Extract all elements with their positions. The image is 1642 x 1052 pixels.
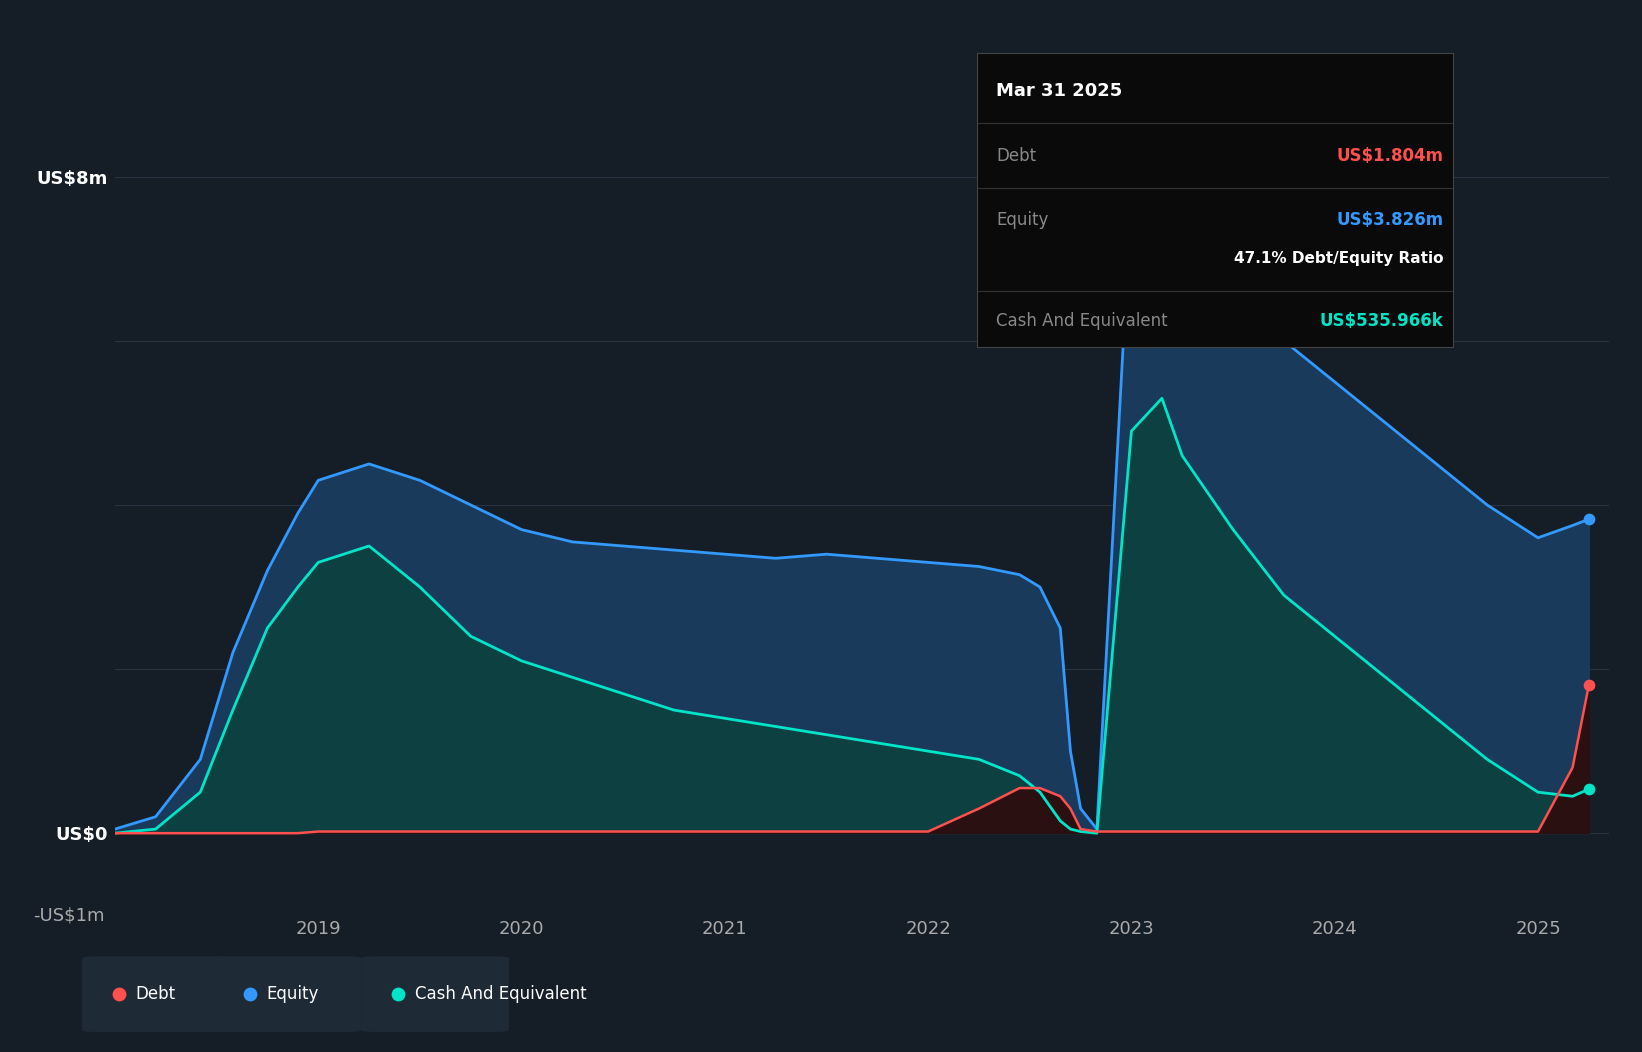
FancyBboxPatch shape [213, 956, 361, 1032]
Point [238, 986, 264, 1003]
Text: Debt: Debt [136, 985, 176, 1004]
Text: 47.1% Debt/Equity Ratio: 47.1% Debt/Equity Ratio [1235, 251, 1443, 266]
Point [1576, 511, 1603, 528]
Text: US$1.804m: US$1.804m [1337, 146, 1443, 165]
Point [386, 986, 412, 1003]
FancyBboxPatch shape [82, 956, 230, 1032]
Text: Mar 31 2025: Mar 31 2025 [997, 82, 1121, 100]
Point [1576, 781, 1603, 797]
Text: Debt: Debt [997, 146, 1036, 165]
Text: Cash And Equivalent: Cash And Equivalent [997, 311, 1167, 329]
Text: Equity: Equity [997, 211, 1048, 229]
Text: US$535.966k: US$535.966k [1320, 311, 1443, 329]
Text: Equity: Equity [266, 985, 319, 1004]
Text: Cash And Equivalent: Cash And Equivalent [415, 985, 586, 1004]
Point [105, 986, 133, 1003]
FancyBboxPatch shape [361, 956, 509, 1032]
Text: -US$1m: -US$1m [33, 906, 105, 925]
Point [1576, 676, 1603, 693]
Text: US$3.826m: US$3.826m [1337, 211, 1443, 229]
